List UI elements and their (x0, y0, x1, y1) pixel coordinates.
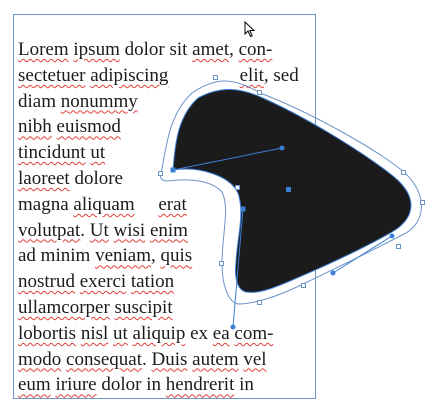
misspelled-word: ullamcorper (18, 296, 110, 318)
text-run: , sed (263, 64, 299, 86)
misspelled-word: ut (90, 142, 106, 164)
text-line: ad minim veniam, quis (18, 243, 310, 269)
misspelled-word: adipiscing (90, 64, 169, 86)
misspelled-word: modo (18, 348, 62, 370)
misspelled-word: ea (212, 322, 230, 344)
text-line: volutpat. Ut wisi enim (18, 218, 310, 244)
arrow-pointer-icon (244, 20, 256, 39)
misspelled-word: com- (234, 322, 274, 344)
misspelled-word: con- (238, 39, 273, 60)
misspelled-word: vel (243, 348, 267, 370)
misspelled-word: nisl (80, 322, 109, 344)
misspelled-word: aliquip (132, 322, 186, 344)
shape-center-point (286, 187, 291, 192)
misspelled-word: sectetuer (18, 64, 86, 86)
text-line: nibh euismod (18, 114, 310, 140)
text-run: , (151, 245, 161, 267)
misspelled-word: enim (149, 219, 188, 241)
text-line: laoreet dolore (18, 166, 310, 192)
text-run: dolor sit (119, 39, 193, 60)
text-line: Lorem ipsum dolor sit amet, con- (18, 37, 310, 63)
misspelled-word: Lorem (18, 39, 69, 60)
text-line: diam nonummy (18, 89, 310, 115)
text-frame-left-edge (13, 14, 14, 399)
misspelled-word: amet (192, 39, 230, 60)
misspelled-word: exerci (79, 271, 127, 293)
text-run: , (229, 39, 239, 60)
text-frame-bottom-edge (13, 398, 316, 399)
text-run: ad minim (18, 245, 96, 267)
misspelled-word: euismod (56, 116, 121, 138)
misspelled-word: hendrerit (165, 374, 235, 396)
text-line: nostrud exerci tation (18, 269, 310, 295)
misspelled-word: nibh (18, 116, 52, 138)
text-line: ullamcorper suscipit (18, 295, 310, 321)
text-wrap-outline[interactable] (159, 80, 422, 305)
misspelled-word: nonummy (60, 90, 138, 112)
text-run: in (234, 374, 254, 396)
misspelled-word: suscipit (114, 296, 173, 318)
misspelled-word: eum (18, 374, 51, 396)
black-shape[interactable] (172, 89, 412, 293)
text-line: eum iriure dolor in hendrerit in (18, 372, 310, 398)
misspelled-word: veniam (95, 245, 151, 267)
text-run: . (142, 348, 152, 370)
misspelled-word: lobortis (18, 322, 77, 344)
misspelled-word: laoreet (18, 167, 70, 189)
misspelled-word: quis (160, 245, 193, 267)
misspelled-word: erat (158, 193, 187, 215)
misspelled-word: Ut (89, 219, 109, 241)
text-line: sectetuer adipiscing elit, sed (18, 63, 310, 89)
text-run: magna (18, 193, 74, 215)
misspelled-word: elit (239, 64, 264, 86)
text-run: diam (18, 90, 61, 112)
text-line: lobortis nisl ut aliquip ex ea com- (18, 321, 310, 347)
misspelled-word: consequat (66, 348, 143, 370)
path-handles[interactable] (170, 145, 395, 330)
text-line: tincidunt ut (18, 140, 310, 166)
misspelled-word: aliquam (73, 193, 135, 215)
body-text[interactable]: Lorem ipsum dolor sit amet, con-sectetue… (18, 37, 310, 398)
misspelled-word: autem (192, 348, 239, 370)
text-run: ex (185, 322, 213, 344)
text-line: magna aliquam erat (18, 192, 310, 218)
misspelled-word: tincidunt (18, 142, 86, 164)
wrap-anchor-points[interactable] (158, 75, 425, 305)
text-frame-top-edge (13, 14, 316, 15)
misspelled-word: tation (130, 271, 175, 293)
misspelled-word: nostrud (18, 271, 75, 293)
text-line: modo consequat. Duis autem vel (18, 347, 310, 373)
text-run: dolore (69, 167, 123, 189)
misspelled-word: ut (113, 322, 128, 344)
misspelled-word: Duis (151, 348, 188, 370)
misspelled-word: wisi (113, 219, 146, 241)
misspelled-word: volutpat (18, 219, 81, 241)
misspelled-word: ipsum (73, 39, 120, 60)
misspelled-word: iriure (55, 374, 97, 396)
text-run: dolor in (96, 374, 166, 396)
text-run: . (80, 219, 90, 241)
